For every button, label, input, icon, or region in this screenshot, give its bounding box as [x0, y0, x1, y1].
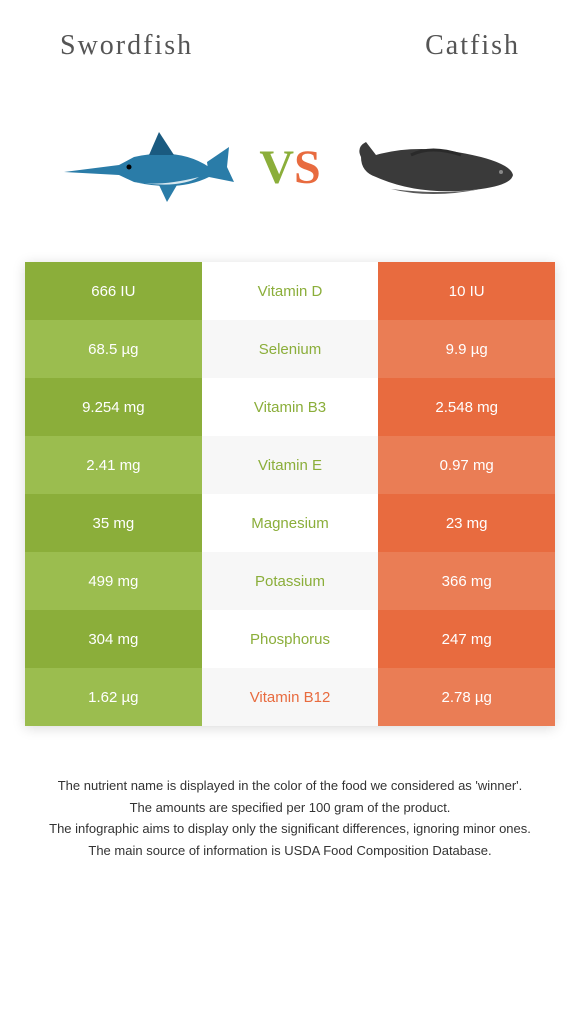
- right-value: 23 mg: [378, 494, 555, 552]
- vs-v: V: [259, 141, 294, 194]
- left-value: 499 mg: [25, 552, 202, 610]
- left-value: 9.254 mg: [25, 378, 202, 436]
- table-row: 9.254 mgVitamin B32.548 mg: [25, 378, 555, 436]
- nutrient-name: Vitamin D: [202, 262, 379, 320]
- footer-line-2: The amounts are specified per 100 gram o…: [30, 798, 550, 818]
- table-row: 666 IUVitamin D10 IU: [25, 262, 555, 320]
- right-value: 2.78 µg: [378, 668, 555, 726]
- nutrient-name: Phosphorus: [202, 610, 379, 668]
- right-value: 9.9 µg: [378, 320, 555, 378]
- left-value: 68.5 µg: [25, 320, 202, 378]
- nutrient-name: Vitamin E: [202, 436, 379, 494]
- left-value: 304 mg: [25, 610, 202, 668]
- swordfish-image: [59, 102, 239, 232]
- table-row: 68.5 µgSelenium9.9 µg: [25, 320, 555, 378]
- images-row: VS: [20, 82, 560, 262]
- footer-line-1: The nutrient name is displayed in the co…: [30, 776, 550, 796]
- catfish-image: [341, 102, 521, 232]
- right-value: 247 mg: [378, 610, 555, 668]
- nutrient-name: Potassium: [202, 552, 379, 610]
- nutrient-name: Vitamin B3: [202, 378, 379, 436]
- table-row: 35 mgMagnesium23 mg: [25, 494, 555, 552]
- left-value: 35 mg: [25, 494, 202, 552]
- right-value: 366 mg: [378, 552, 555, 610]
- vs-s: S: [294, 141, 321, 194]
- nutrient-name: Selenium: [202, 320, 379, 378]
- nutrient-name: Magnesium: [202, 494, 379, 552]
- left-value: 2.41 mg: [25, 436, 202, 494]
- table-row: 499 mgPotassium366 mg: [25, 552, 555, 610]
- footer-line-3: The infographic aims to display only the…: [30, 819, 550, 839]
- footer-line-4: The main source of information is USDA F…: [30, 841, 550, 861]
- right-title: Catfish: [425, 30, 520, 62]
- left-value: 666 IU: [25, 262, 202, 320]
- table-row: 1.62 µgVitamin B122.78 µg: [25, 668, 555, 726]
- table-row: 304 mgPhosphorus247 mg: [25, 610, 555, 668]
- footer-notes: The nutrient name is displayed in the co…: [20, 726, 560, 860]
- header: Swordfish Catfish: [20, 20, 560, 82]
- right-value: 2.548 mg: [378, 378, 555, 436]
- left-title: Swordfish: [60, 30, 193, 62]
- nutrient-name: Vitamin B12: [202, 668, 379, 726]
- table-row: 2.41 mgVitamin E0.97 mg: [25, 436, 555, 494]
- vs-label: VS: [259, 140, 320, 195]
- right-value: 10 IU: [378, 262, 555, 320]
- right-value: 0.97 mg: [378, 436, 555, 494]
- nutrient-table: 666 IUVitamin D10 IU68.5 µgSelenium9.9 µ…: [25, 262, 555, 726]
- left-value: 1.62 µg: [25, 668, 202, 726]
